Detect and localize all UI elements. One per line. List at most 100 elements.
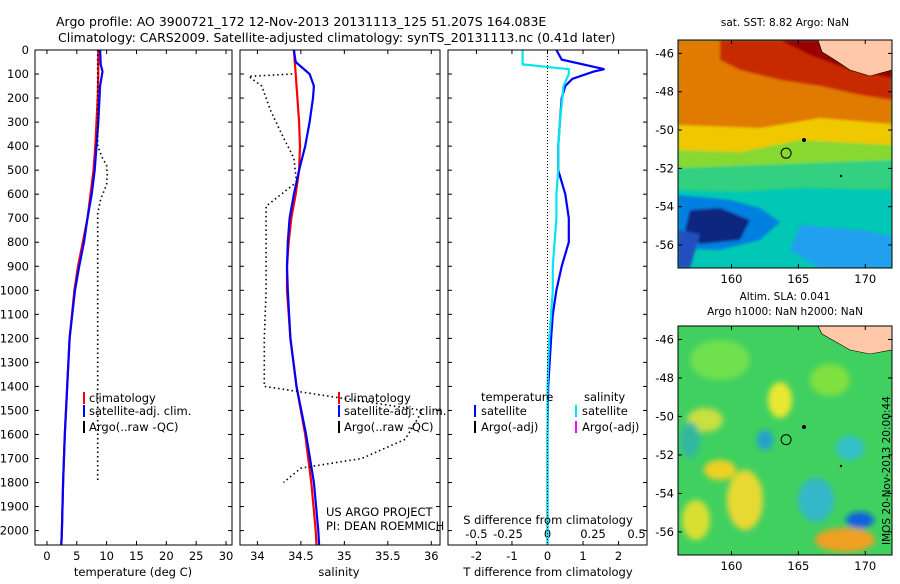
difference-x-label: T difference from climatology (462, 565, 633, 579)
sst-land (817, 40, 892, 77)
credit-line-2: PI: DEAN ROEMMICH (326, 519, 444, 533)
sst-field (678, 40, 892, 268)
map-y-tick-label: -52 (655, 161, 674, 175)
diff-legend-t-argo: Argo(-adj) (481, 420, 538, 434)
temp-legend-argo: Argo(..raw -QC) (89, 420, 179, 434)
sla-argo-marker (780, 434, 792, 446)
x-tick-label: 35 (337, 549, 352, 563)
y-tick-label: 1300 (0, 355, 29, 369)
series-line-climatology (60, 50, 100, 546)
map-y-tick-label: -48 (655, 85, 674, 99)
y-tick-label: 300 (7, 115, 29, 129)
timestamp: IMOS 20-Nov-2013 20:00:44 (881, 396, 893, 545)
y-tick-label: 1700 (0, 451, 29, 465)
salinity-x-label: salinity (318, 565, 359, 579)
x-tick-label: 36 (424, 549, 439, 563)
map-x-tick-label: 160 (721, 559, 743, 573)
temp-legend-climatology: climatology (89, 391, 156, 405)
map-y-tick-label: -50 (655, 123, 674, 137)
x-tick-label: 2 (615, 549, 622, 563)
sst-argo-marker (780, 147, 792, 159)
header-line-2: Climatology: CARS2009. Satellite-adjuste… (58, 30, 615, 45)
salinity-ticks: 34 34.5 35 35.5 36 (240, 49, 440, 563)
difference-legend: temperature salinity satellite Argo(-adj… (474, 390, 639, 434)
map-y-tick-label: -46 (655, 46, 674, 60)
sla-land (817, 326, 892, 355)
y-tick-label: 1900 (0, 500, 29, 514)
diff-legend-salinity-title: salinity (584, 390, 625, 404)
difference-series (521, 49, 605, 545)
y-tick-label: 1400 (0, 379, 29, 393)
map-y-tick-label: -54 (655, 486, 674, 500)
y-tick-label: 1800 (0, 476, 29, 490)
x-tick-label: -2 (471, 549, 482, 563)
difference-frame (447, 49, 648, 546)
sla-map-frame (677, 325, 893, 556)
salinity-series (246, 49, 424, 546)
map-y-tick-label: -56 (655, 525, 674, 539)
y-tick-label: 1600 (0, 427, 29, 441)
series-line-argo-raw-qc- (246, 73, 424, 484)
map-y-tick-label: -48 (655, 371, 674, 385)
sla-map-subtitle: Argo h1000: NaN h2000: NaN (707, 306, 863, 318)
sal-legend-climatology: climatology (344, 391, 411, 405)
x-tick-label: 30 (219, 549, 234, 563)
diff-legend-temperature-title: temperature (481, 390, 553, 404)
diff-legend-s-argo: Argo(-adj) (582, 420, 639, 434)
x-tick-label: 25 (189, 549, 204, 563)
diff-legend-t-satellite: satellite (481, 404, 527, 418)
series-line-satellite-adj-clim- (60, 49, 104, 546)
y-tick-label: 800 (7, 235, 29, 249)
y-tick-label: 2000 (0, 524, 29, 538)
map-y-tick-label: -56 (655, 238, 674, 252)
temp-legend-satellite: satellite-adj. clim. (89, 404, 191, 418)
series-line-temperature-satellite (546, 49, 605, 545)
map-y-tick-label: -52 (655, 448, 674, 462)
map-x-tick-label: 160 (721, 272, 743, 286)
map-y-tick-label: -46 (655, 332, 674, 346)
y-tick-label: 1100 (0, 307, 29, 321)
y-tick-label: 1200 (0, 331, 29, 345)
sst-map-panel: sat. SST: 8.82 Argo: NaN 160 165 170 -46 -48… (655, 17, 893, 286)
top-tick-label: 0.25 (580, 527, 606, 541)
x-tick-label: 34.5 (288, 549, 314, 563)
y-tick-label: 700 (7, 211, 29, 225)
sla-map-axes: 160 165 170 -46 -48 -50 -52 -54 -56 (655, 326, 892, 573)
temperature-series (60, 49, 109, 546)
salinity-frame (239, 49, 441, 546)
y-tick-label: 0 (22, 43, 29, 57)
y-tick-label: 100 (7, 67, 29, 81)
map-y-tick-label: -50 (655, 409, 674, 423)
x-tick-label: 1 (579, 549, 586, 563)
y-tick-label: 900 (7, 259, 29, 273)
x-tick-label: -1 (506, 549, 517, 563)
sla-map-title: Altim. SLA: 0.041 (740, 291, 831, 303)
temperature-legend: climatology satellite-adj. clim. Argo(..… (83, 391, 191, 434)
sst-map-axes: 160 165 170 -46 -48 -50 -52 -54 -56 (655, 40, 892, 286)
x-tick-label: 0 (544, 549, 551, 563)
y-tick-label: 1500 (0, 403, 29, 417)
series-line-argo-raw-qc- (96, 50, 109, 483)
temperature-ticks: 0100200300400500600700800900100011001200… (0, 43, 233, 563)
map-x-tick-label: 165 (787, 559, 809, 573)
header-line-1: Argo profile: AO 3900721_172 12-Nov-2013… (56, 14, 546, 29)
diff-legend-s-satellite: satellite (582, 404, 628, 418)
y-tick-label: 200 (7, 91, 29, 105)
y-tick-label: 600 (7, 187, 29, 201)
series-line-satellite-adj-clim- (285, 49, 321, 546)
map-y-tick-label: -54 (655, 200, 674, 214)
sla-field (678, 326, 892, 555)
salinity-legend: climatology satellite-adj. clim. Argo(..… (338, 391, 446, 434)
x-tick-label: 5 (73, 549, 80, 563)
map-x-tick-label: 165 (787, 272, 809, 286)
salinity-panel: 34 34.5 35 35.5 36 salinity climatology sate… (239, 49, 446, 579)
sla-map-panel: Altim. SLA: 0.041 Argo h1000: NaN h2000:… (655, 291, 893, 573)
y-tick-label: 400 (7, 139, 29, 153)
y-tick-label: 500 (7, 163, 29, 177)
x-tick-label: 0 (43, 549, 50, 563)
difference-top-label: S difference from climatology (463, 513, 633, 527)
